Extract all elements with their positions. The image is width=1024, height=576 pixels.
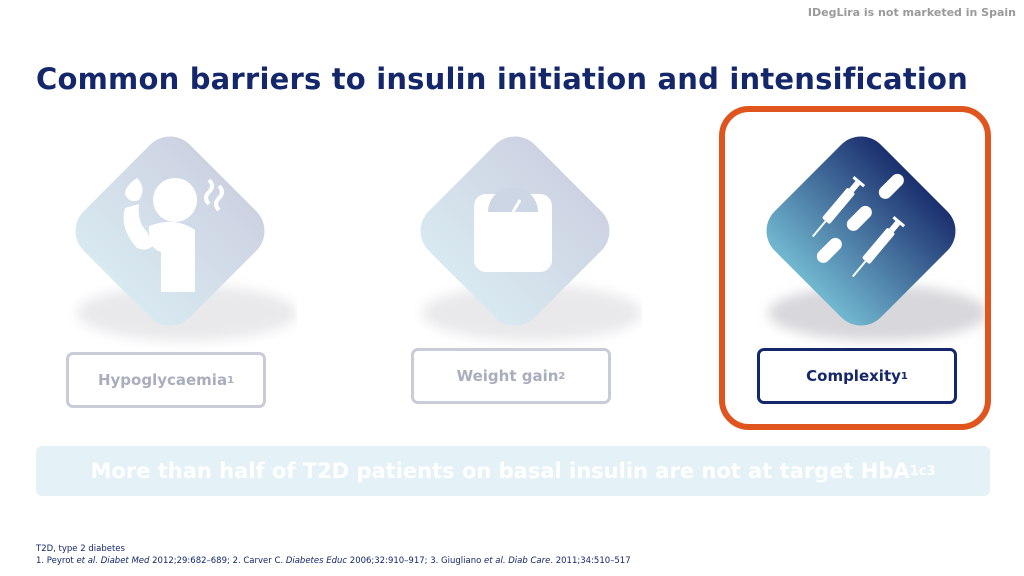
hypoglycaemia-tile — [37, 108, 297, 368]
weight-gain-text: Weight gain — [456, 367, 559, 385]
hypoglycaemia-person-icon — [123, 178, 224, 292]
ref3-etal: et al. — [483, 556, 506, 566]
references-line: 1. Peyrot et al. Diabet Med 2012;29:682–… — [36, 555, 631, 567]
disclaimer-text: IDegLira is not marketed in Spain — [807, 6, 1016, 19]
hypoglycaemia-label: Hypoglycaemia 1 — [66, 352, 266, 408]
ref1-etal: et al. — [76, 556, 98, 566]
ref2-rest: 2006;32:910–917; — [347, 556, 431, 566]
complexity-label: Complexity 1 — [757, 348, 957, 404]
ref1-rest: 2012;29:682–689; — [149, 556, 233, 566]
ref3-number: 3. Giugliano — [430, 556, 484, 566]
ref2-journal: Diabetes Educ — [285, 556, 348, 566]
weight-gain-ref: 2 — [558, 370, 566, 382]
weighing-scale-icon — [474, 187, 552, 272]
weight-gain-label: Weight gain 2 — [411, 348, 611, 404]
ref3-journal: Diab Care — [508, 556, 551, 566]
key-message-banner: More than half of T2D patients on basal … — [36, 446, 990, 496]
complexity-tile — [728, 108, 988, 368]
hypoglycaemia-ref: 1 — [227, 374, 235, 386]
footnotes: T2D, type 2 diabetes 1. Peyrot et al. Di… — [36, 543, 631, 567]
ref1-journal: Diabet Med — [100, 556, 150, 566]
ref2-number: 2. Carver C. — [232, 556, 286, 566]
complexity-highlight-frame — [719, 106, 991, 430]
banner-subscript: 1c — [909, 463, 927, 479]
ref3-rest: . 2011;34:510–517 — [550, 556, 631, 566]
syringes-pills-icon — [812, 173, 906, 278]
banner-ref: 3 — [926, 463, 936, 479]
weight-gain-tile — [382, 108, 642, 368]
complexity-ref: 1 — [900, 370, 908, 382]
abbreviation-line: T2D, type 2 diabetes — [36, 544, 125, 554]
hypoglycaemia-text: Hypoglycaemia — [97, 371, 228, 389]
page-title: Common barriers to insulin initiation an… — [36, 62, 968, 96]
banner-text: More than half of T2D patients on basal … — [90, 459, 910, 483]
complexity-text: Complexity — [806, 367, 901, 385]
ref1-number: 1. Peyrot — [36, 556, 77, 566]
